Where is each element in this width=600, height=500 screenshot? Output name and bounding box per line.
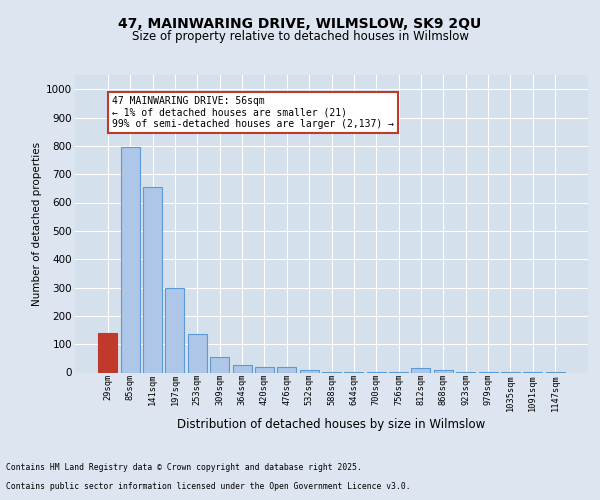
Bar	[233, 364, 251, 372]
Bar	[188, 334, 207, 372]
Text: Size of property relative to detached houses in Wilmslow: Size of property relative to detached ho…	[131, 30, 469, 43]
Text: Contains public sector information licensed under the Open Government Licence v3: Contains public sector information licen…	[6, 482, 410, 491]
Bar	[98, 333, 118, 372]
Text: 47 MAINWARING DRIVE: 56sqm
← 1% of detached houses are smaller (21)
99% of semi-: 47 MAINWARING DRIVE: 56sqm ← 1% of detac…	[112, 96, 394, 130]
Bar	[299, 370, 319, 372]
Y-axis label: Number of detached properties: Number of detached properties	[32, 142, 42, 306]
X-axis label: Distribution of detached houses by size in Wilmslow: Distribution of detached houses by size …	[178, 418, 485, 430]
Text: Contains HM Land Registry data © Crown copyright and database right 2025.: Contains HM Land Registry data © Crown c…	[6, 464, 362, 472]
Bar	[143, 187, 162, 372]
Bar	[412, 368, 430, 372]
Text: 47, MAINWARING DRIVE, WILMSLOW, SK9 2QU: 47, MAINWARING DRIVE, WILMSLOW, SK9 2QU	[118, 18, 482, 32]
Bar	[210, 357, 229, 372]
Bar	[255, 367, 274, 372]
Bar	[121, 147, 140, 372]
Bar	[434, 370, 453, 372]
Bar	[166, 288, 184, 372]
Bar	[277, 368, 296, 372]
